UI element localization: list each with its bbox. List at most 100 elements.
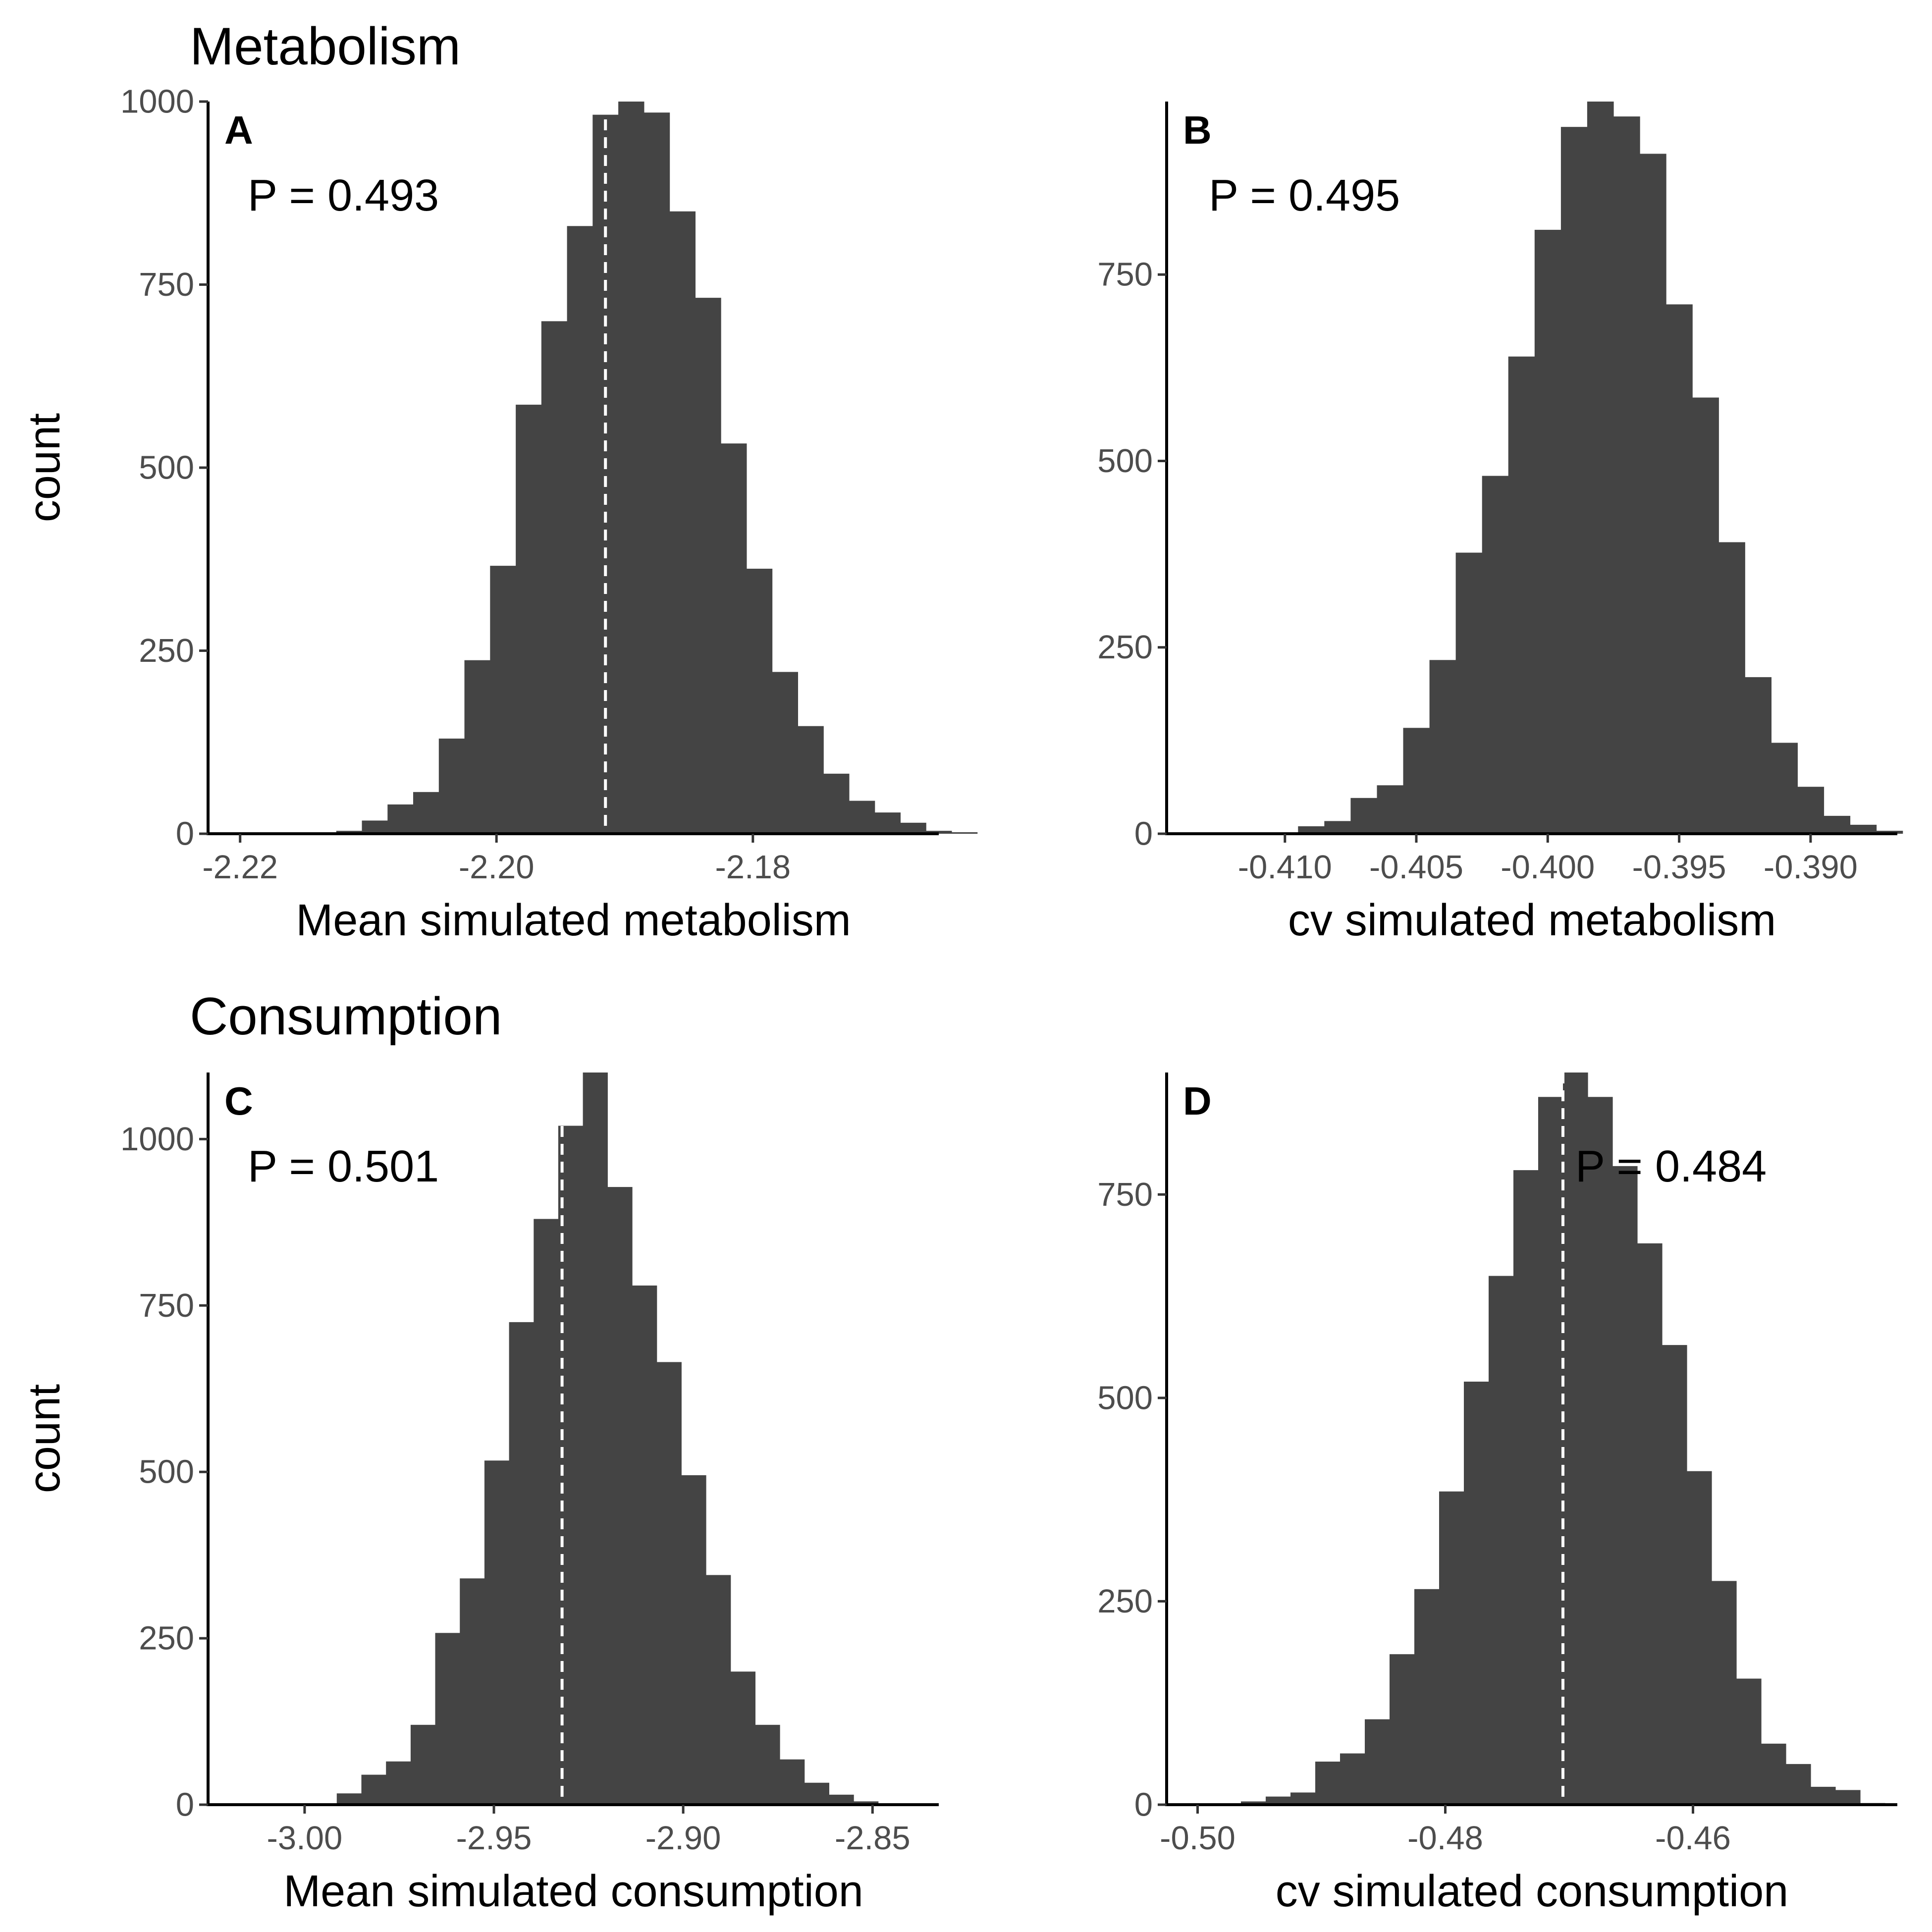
histogram-bar [541,321,568,834]
x-tick-label: -0.395 [1632,849,1726,886]
histogram-bar [567,226,593,834]
histogram-bar [849,801,875,834]
histogram-bar [1377,785,1404,834]
y-tick-label: 1000 [120,83,194,120]
panel-label: C [224,1079,253,1123]
histogram-bar [1340,1753,1365,1805]
histogram-bar [1290,1792,1316,1805]
histogram-bar [1429,660,1456,834]
x-tick-label: -0.48 [1407,1820,1483,1857]
panel-label: D [1183,1079,1212,1123]
histogram-bar [1508,356,1535,834]
y-tick-label: 500 [1097,1379,1153,1416]
histogram-bar [1324,821,1351,834]
y-tick-label: 0 [1134,815,1153,853]
histogram-bar [1315,1762,1341,1805]
histogram-bar [509,1322,534,1805]
histogram-bar [1439,1491,1464,1805]
panel-label: A [224,108,253,152]
histogram-bar [1534,229,1561,834]
panel-label: B [1183,108,1212,152]
p-value-annotation: P = 0.484 [1575,1142,1767,1191]
histogram-bar [1687,1471,1712,1805]
y-tick-label: 750 [139,1287,194,1324]
histogram-bar [1824,815,1851,834]
y-axis-title: count [20,413,69,522]
histogram-bar [1712,1581,1737,1805]
x-tick-label: -0.50 [1160,1820,1235,1857]
x-tick-label: -2.85 [835,1820,911,1857]
histogram-bar [1560,127,1588,834]
histogram-bar [1464,1382,1489,1805]
histogram-bar [1414,1589,1440,1805]
y-tick-label: 750 [139,266,194,303]
y-tick-label: 250 [139,632,194,669]
histogram-bar [1538,1097,1563,1805]
histogram-bar [695,298,721,834]
histogram-bar [772,672,798,834]
y-tick-label: 750 [1097,256,1153,293]
x-axis-title: Mean simulated consumption [283,1867,863,1916]
histogram-bar [1489,1276,1514,1805]
x-tick-label: -0.390 [1764,849,1858,886]
histogram-bar [1587,102,1614,834]
histogram-bar [362,820,388,834]
histogram-bar [644,112,670,834]
histogram-bar [874,812,901,834]
histogram-bar [656,1362,682,1805]
histogram-bar [618,102,644,834]
histogram-bar [1771,743,1798,834]
y-tick-label: 250 [1097,629,1153,666]
histogram-bar [1613,116,1640,834]
histogram-bar [1513,1170,1539,1805]
histogram-bar [1786,1764,1811,1805]
histogram-bar [1692,397,1719,834]
x-axis-title: cv simulated consumption [1276,1867,1788,1916]
y-axis-title: count [20,1384,69,1493]
histogram-bar [1482,476,1509,834]
x-tick-label: -0.400 [1501,849,1595,886]
y-tick-label: 0 [176,815,194,853]
histogram-bar [583,1073,608,1805]
y-tick-label: 0 [1134,1786,1153,1824]
histogram-bar [951,832,978,834]
histogram-bar [669,211,696,834]
histogram-bar [336,1793,362,1805]
p-value-annotation: P = 0.495 [1209,171,1400,220]
histogram-bar [1563,1073,1588,1805]
histogram-bar [1761,1743,1786,1805]
histogram-bar [1662,1345,1687,1805]
x-tick-label: -0.405 [1369,849,1463,886]
histogram-bar [484,1460,510,1805]
x-tick-label: -2.18 [715,849,791,886]
histogram-bar [706,1575,731,1805]
panel-a: 0 250 500 750 1000 -2.22 -2.20 -2.18 Mean simula… [20,83,978,945]
x-axis-title: Mean simulated metabolism [296,896,851,945]
x-tick-label: -2.22 [202,849,278,886]
histogram-bar [1797,787,1825,834]
histogram-bar [746,569,773,834]
histogram-bar [681,1475,706,1805]
section-title-metabolism: Metabolism [190,16,461,76]
histogram-bar [1266,1796,1291,1805]
histogram-bar [1835,1790,1861,1805]
histogram-bar [1350,798,1378,834]
panel-b: 0 250 500 750 -0.410 -0.405 -0.400 -0.395 -0.390… [1097,102,1903,945]
histogram-bar [1365,1719,1390,1805]
p-value-annotation: P = 0.493 [248,171,439,220]
histogram-bar [410,1724,436,1805]
histogram-bar [438,738,465,834]
x-tick-label: -3.00 [267,1820,343,1857]
y-tick-label: 500 [1097,442,1153,480]
histogram-bar [464,660,490,834]
histogram-bar [755,1724,780,1805]
histogram-bar [1612,1166,1638,1805]
histogram-bar [1403,728,1430,834]
x-tick-label: -2.20 [459,849,535,886]
section-title-consumption: Consumption [190,986,502,1046]
p-value-annotation: P = 0.501 [248,1142,439,1191]
y-tick-label: 250 [139,1620,194,1657]
y-tick-label: 0 [176,1786,194,1824]
x-axis-title: cv simulated metabolism [1288,896,1776,945]
